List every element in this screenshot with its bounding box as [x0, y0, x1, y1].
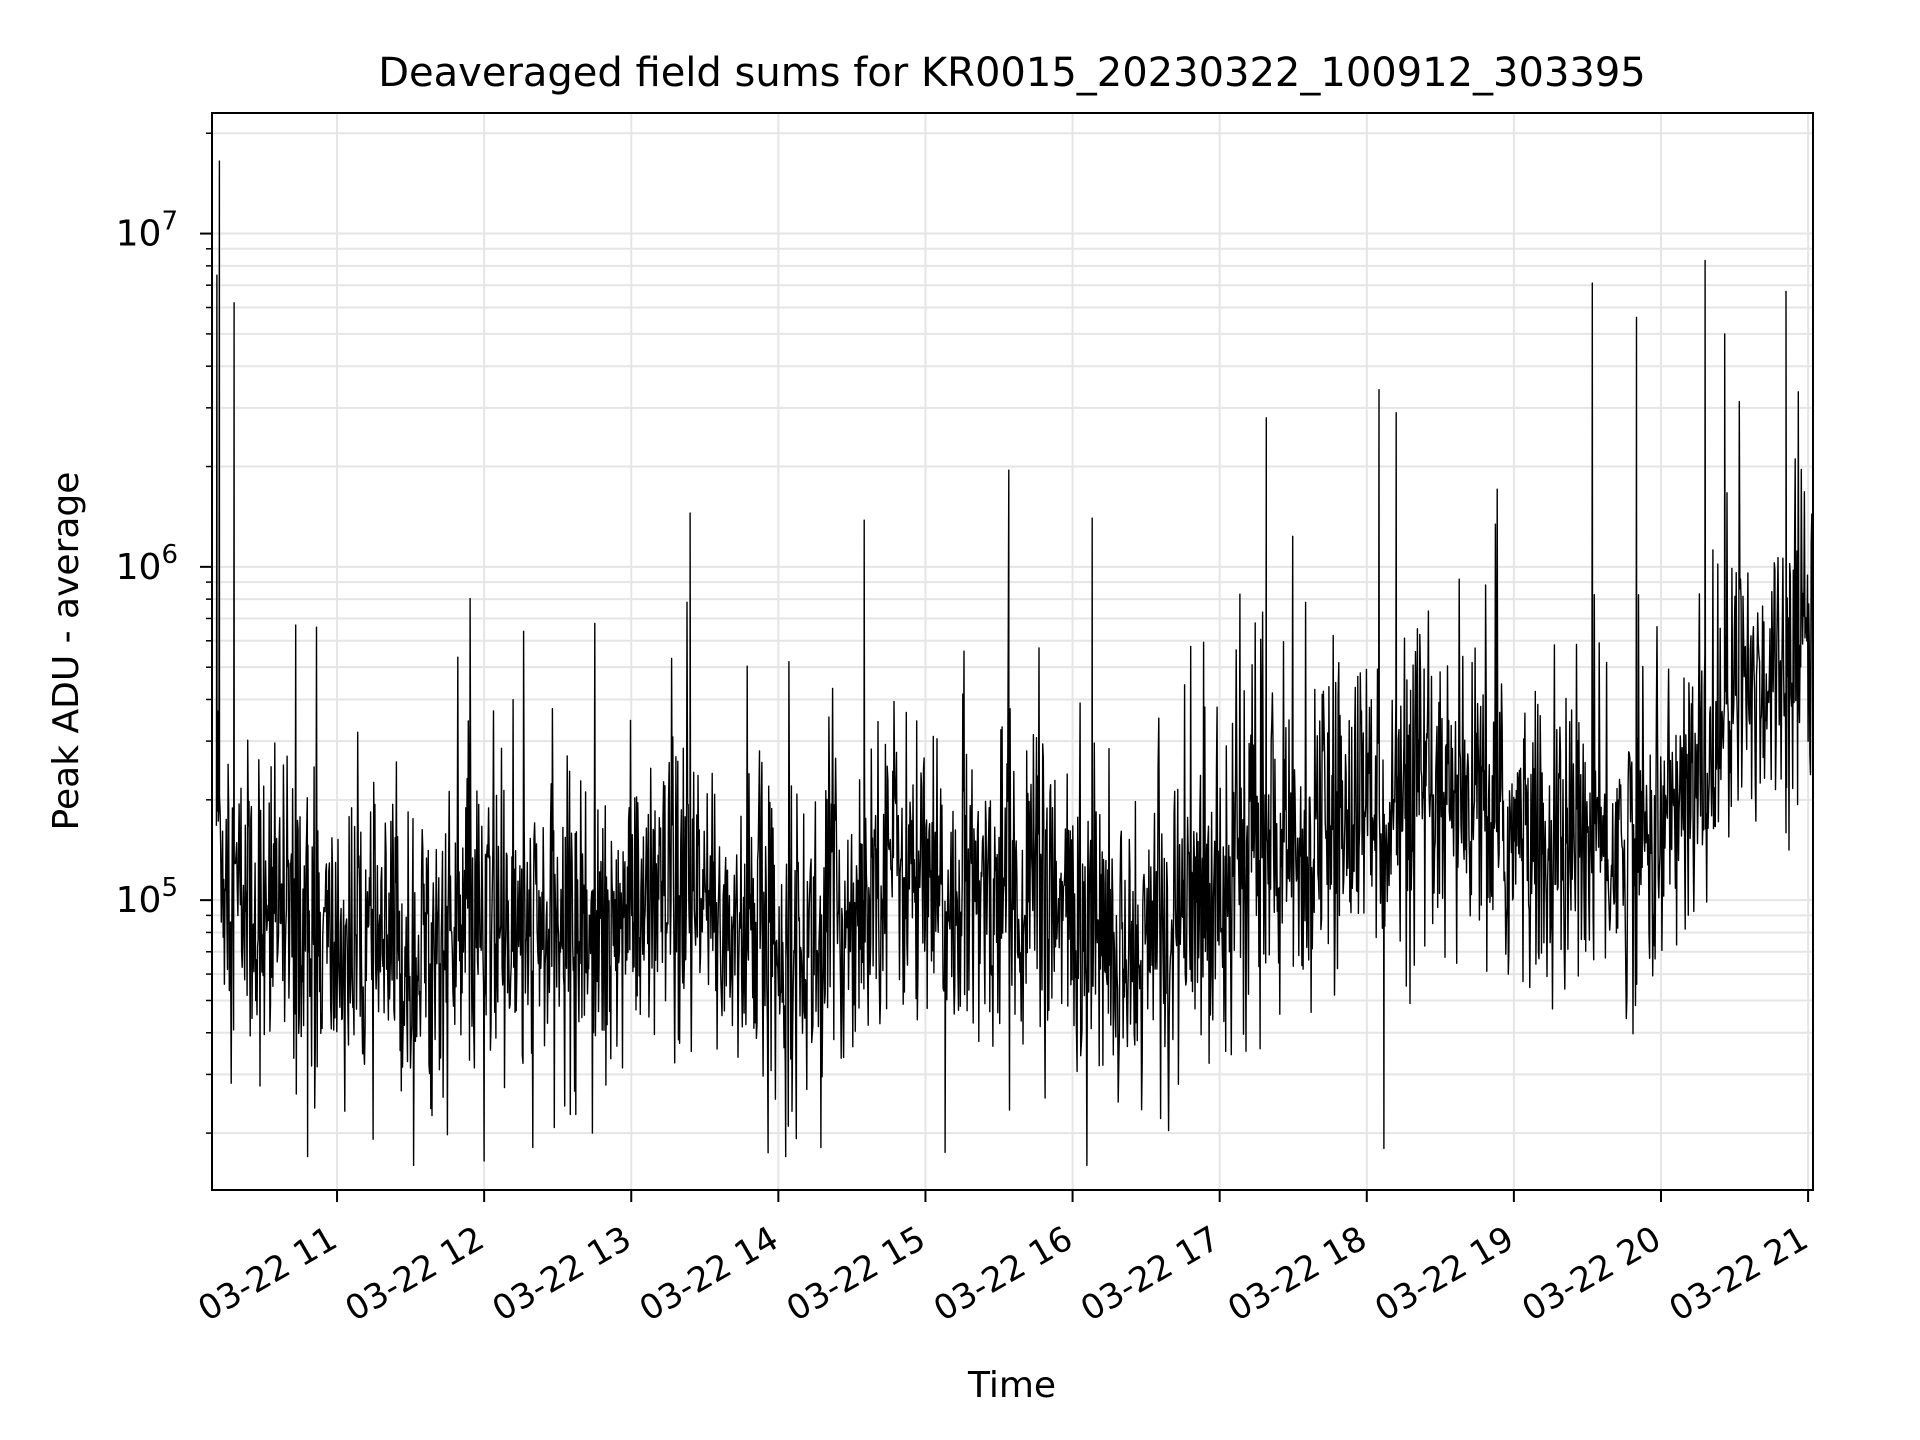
plot-frame	[211, 112, 1814, 1191]
y-tick-base: 10	[116, 880, 162, 921]
y-tick-label: 105	[116, 873, 178, 921]
series-path	[215, 160, 1814, 1167]
y-tick-label: 106	[116, 540, 178, 588]
chart-title: Deaveraged field sums for KR0015_2023032…	[378, 50, 1646, 96]
y-tick-base: 10	[116, 214, 162, 255]
y-tick-exponent: 7	[161, 207, 178, 237]
y-axis-label: Peak ADU - average	[46, 472, 87, 831]
grid	[212, 113, 1813, 1190]
y-tick-base: 10	[116, 547, 162, 588]
y-tick-exponent: 5	[161, 873, 178, 903]
y-tick-label: 107	[116, 207, 178, 255]
series-line	[215, 160, 1814, 1167]
x-axis-label: Time	[967, 1365, 1056, 1406]
y-tick-exponent: 6	[161, 540, 178, 570]
